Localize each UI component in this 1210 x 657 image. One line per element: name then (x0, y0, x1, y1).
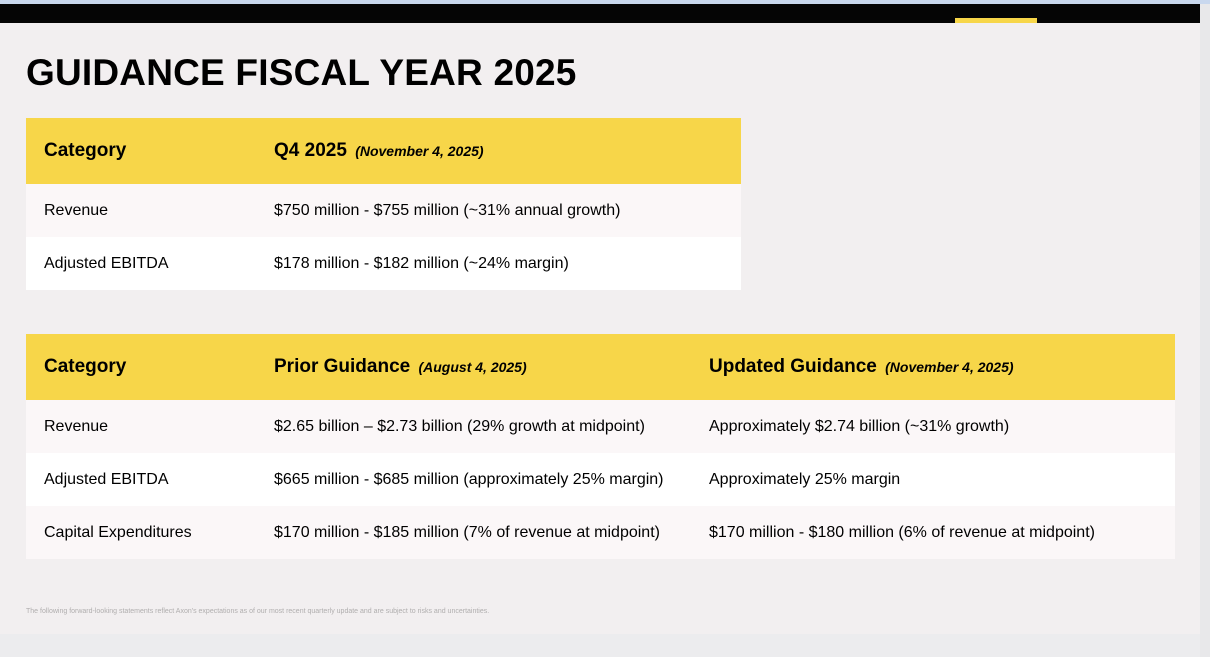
q4-guidance-table: Category Q4 2025 (November 4, 2025) Reve… (26, 118, 741, 290)
q4-header-row: Category Q4 2025 (November 4, 2025) (26, 118, 741, 184)
page-title: GUIDANCE FISCAL YEAR 2025 (26, 52, 577, 93)
fy-header-prior: Prior Guidance (August 4, 2025) (256, 334, 691, 400)
q4-row-value: $750 million - $755 million (~31% annual… (256, 184, 741, 237)
q4-row-category: Revenue (26, 184, 256, 237)
q4-row-value: $178 million - $182 million (~24% margin… (256, 237, 741, 290)
fy-header-updated: Updated Guidance (November 4, 2025) (691, 334, 1175, 400)
table-row: Adjusted EBITDA $178 million - $182 mill… (26, 237, 741, 290)
fy-header-row: Category Prior Guidance (August 4, 2025)… (26, 334, 1175, 400)
slide: GUIDANCE FISCAL YEAR 2025 Category Q4 20… (0, 4, 1200, 634)
fy-header-prior-label: Prior Guidance (274, 356, 411, 377)
footnote: The following forward-looking statements… (26, 608, 490, 615)
q4-row-category: Adjusted EBITDA (26, 237, 256, 290)
fy-row-prior: $2.65 billion – $2.73 billion (29% growt… (256, 400, 691, 453)
fy-row-updated: Approximately $2.74 billion (~31% growth… (691, 400, 1175, 453)
fy-row-updated: Approximately 25% margin (691, 453, 1175, 506)
fy-row-category: Adjusted EBITDA (26, 453, 256, 506)
fy-header-category: Category (26, 334, 256, 400)
q4-header-period: Q4 2025 (November 4, 2025) (256, 118, 741, 184)
fy-row-category: Capital Expenditures (26, 506, 256, 559)
fy-header-prior-date: (August 4, 2025) (418, 359, 527, 375)
fy-row-category: Revenue (26, 400, 256, 453)
top-black-bar (0, 4, 1200, 23)
right-gutter (1200, 4, 1210, 657)
bottom-strip (0, 634, 1200, 657)
yellow-tab-accent (955, 18, 1037, 23)
fy-header-updated-label: Updated Guidance (709, 356, 877, 377)
q4-header-period-label: Q4 2025 (274, 140, 347, 161)
table-row: Adjusted EBITDA $665 million - $685 mill… (26, 453, 1175, 506)
q4-header-category: Category (26, 118, 256, 184)
table-row: Revenue $750 million - $755 million (~31… (26, 184, 741, 237)
top-accent-strip (0, 0, 1210, 4)
fy-row-prior: $665 million - $685 million (approximate… (256, 453, 691, 506)
fy-header-updated-date: (November 4, 2025) (885, 359, 1014, 375)
fy-row-prior: $170 million - $185 million (7% of reven… (256, 506, 691, 559)
fiscal-year-guidance-table: Category Prior Guidance (August 4, 2025)… (26, 334, 1175, 559)
table-row: Revenue $2.65 billion – $2.73 billion (2… (26, 400, 1175, 453)
table-row: Capital Expenditures $170 million - $185… (26, 506, 1175, 559)
q4-header-period-date: (November 4, 2025) (355, 143, 484, 159)
fy-row-updated: $170 million - $180 million (6% of reven… (691, 506, 1175, 559)
